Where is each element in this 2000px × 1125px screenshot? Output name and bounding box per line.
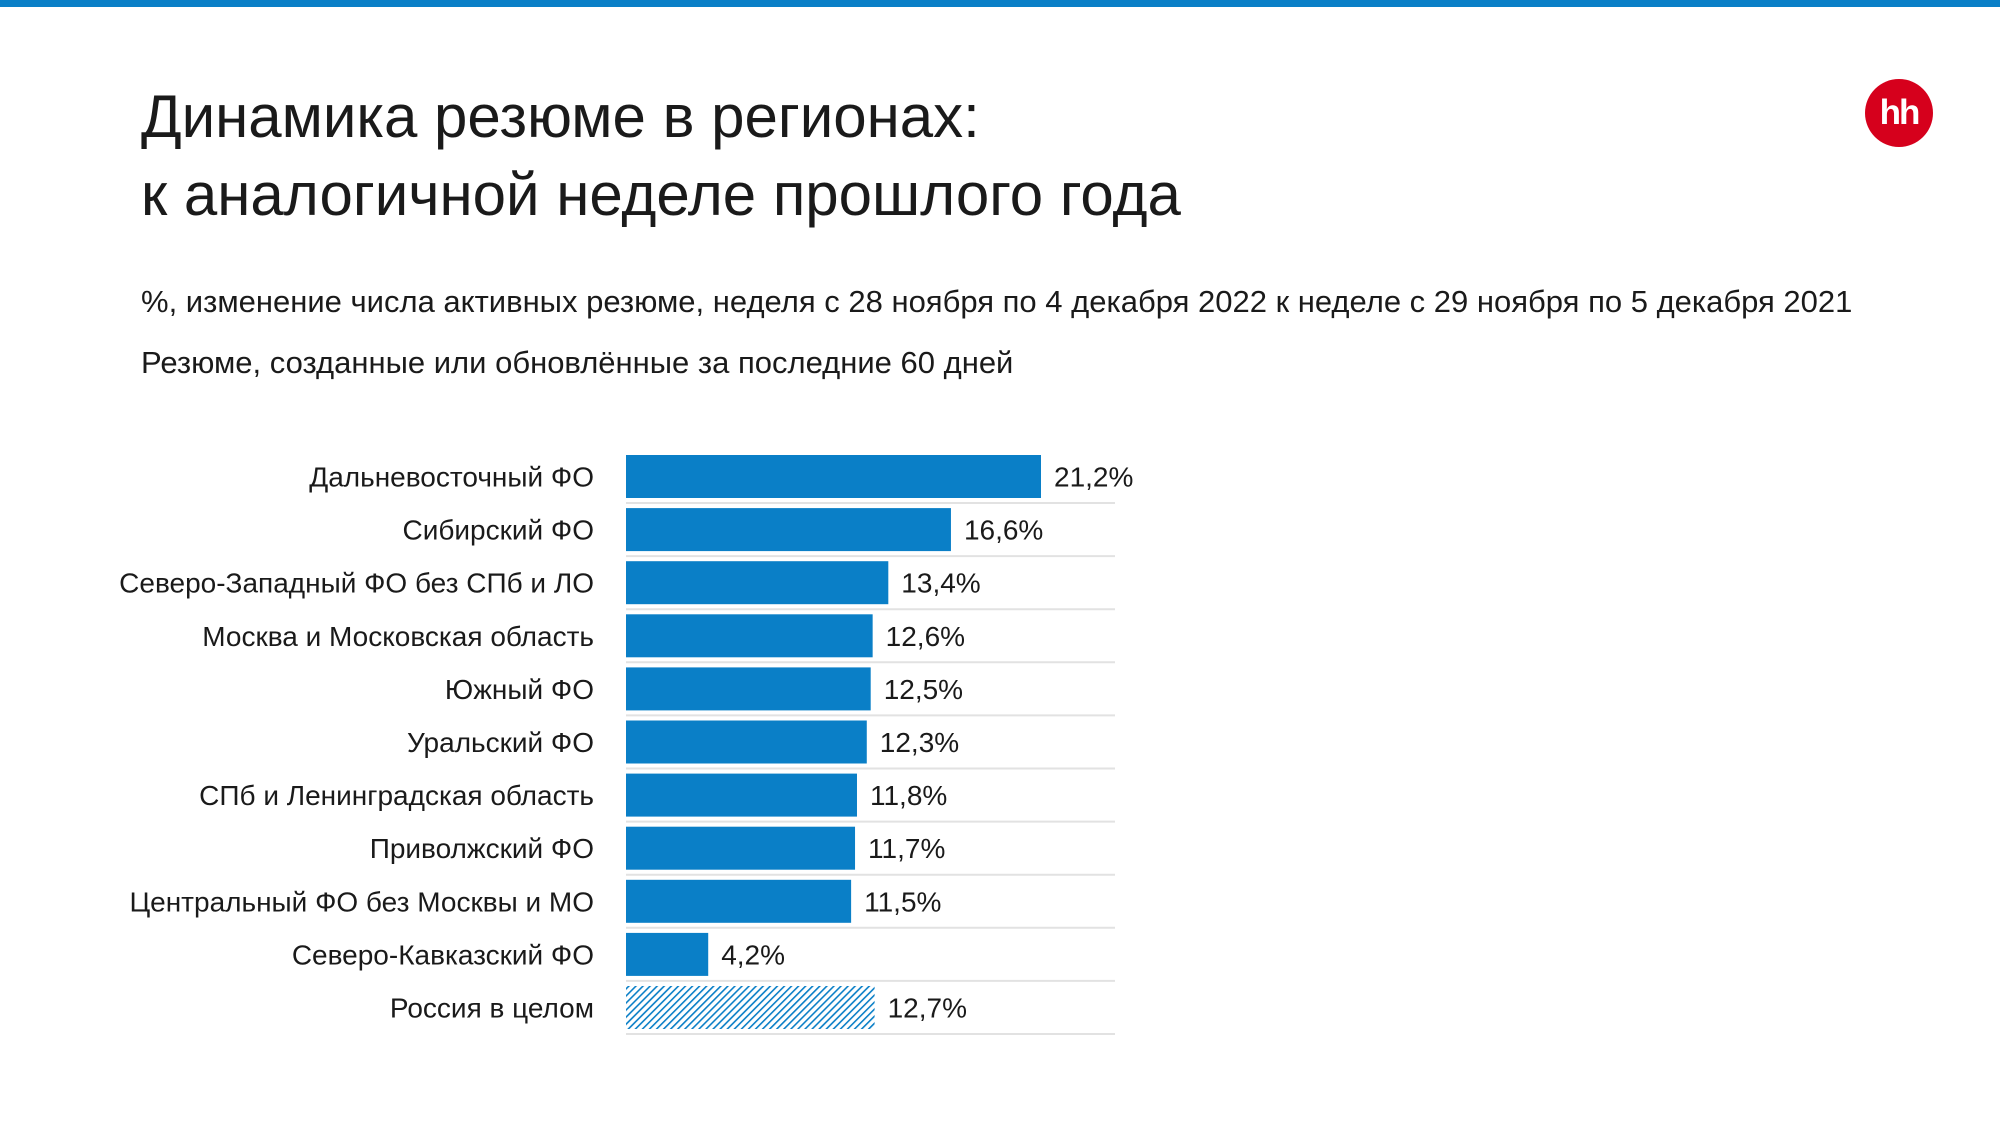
value-label: 12,6% [886, 621, 965, 652]
page-title: Динамика резюме в регионах: к аналогично… [141, 78, 1741, 234]
value-label: 11,5% [864, 886, 941, 917]
chart-subtitle-1: %, изменение числа активных резюме, неде… [141, 284, 1853, 319]
category-label: Москва и Московская область [202, 621, 594, 652]
chart-subtitle-2: Резюме, созданные или обновлённые за пос… [141, 345, 1014, 380]
category-label: Центральный ФО без Москвы и МО [129, 886, 594, 917]
value-label: 13,4% [901, 568, 980, 599]
category-label: Северо-Западный ФО без СПб и ЛО [119, 568, 594, 599]
value-label: 12,5% [884, 674, 963, 705]
bar [626, 720, 867, 764]
hh-logo-text: hh [1879, 93, 1921, 132]
category-label: СПб и Ленинградская область [199, 780, 594, 811]
value-label: 16,6% [964, 515, 1043, 546]
bar [626, 826, 856, 870]
bar-total [626, 986, 875, 1029]
value-label: 12,7% [888, 993, 967, 1024]
bar [626, 879, 852, 923]
bar [626, 667, 871, 711]
hh-logo: hh [1865, 79, 1933, 147]
value-label: 21,2% [1054, 462, 1133, 493]
bar [626, 614, 873, 658]
bar [626, 932, 709, 976]
value-label: 11,8% [870, 780, 947, 811]
bar [626, 773, 857, 817]
bar [626, 508, 951, 552]
value-label: 12,3% [880, 727, 959, 758]
category-label: Северо-Кавказский ФО [292, 939, 594, 970]
category-label: Дальневосточный ФО [309, 462, 594, 493]
bar [626, 455, 1041, 498]
value-label: 4,2% [721, 939, 785, 970]
bar-chart: Дальневосточный ФО 21,2% Сибирский ФО 16,6%… [119, 455, 1133, 1035]
category-label: Южный ФО [445, 674, 594, 705]
value-label: 11,7% [868, 833, 945, 864]
category-label: Россия в целом [390, 993, 594, 1024]
category-label: Приволжский ФО [370, 833, 594, 864]
top-accent-bar [0, 0, 2000, 7]
bar [626, 561, 889, 605]
category-label: Уральский ФО [407, 727, 594, 758]
category-label: Сибирский ФО [403, 515, 595, 546]
title-line-2: к аналогичной неделе прошлого года [141, 161, 1181, 228]
title-line-1: Динамика резюме в регионах: [141, 83, 980, 150]
